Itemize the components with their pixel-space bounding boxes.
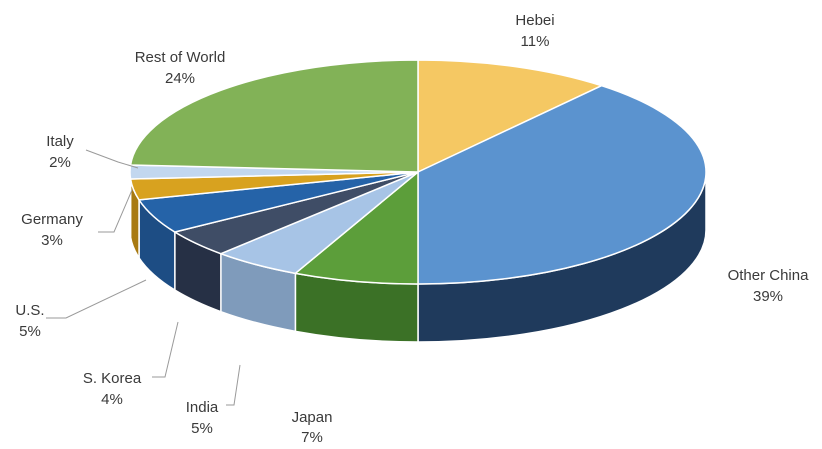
leader-lines: [46, 149, 241, 406]
label-italy-name: Italy: [46, 133, 74, 150]
label-hebei-name: Hebei: [515, 12, 554, 29]
label-other-china-name: Other China: [728, 267, 810, 284]
slice-hebei: [417, 59, 604, 174]
label-rest-of-world-name: Rest of World: [135, 49, 226, 66]
slice-japan: [293, 170, 419, 285]
leader-line-italy: [85, 149, 139, 169]
label-japan-name: Japan: [292, 409, 333, 426]
pie-slices: [129, 59, 707, 285]
slice-other-china: [417, 84, 707, 285]
label-india-pct: 5%: [191, 420, 213, 437]
leader-line-india: [226, 364, 241, 406]
label-italy-pct: 2%: [49, 154, 71, 171]
label-hebei-pct: 11%: [521, 33, 550, 50]
label-japan-pct: 7%: [301, 429, 323, 446]
label-us-pct: 5%: [19, 323, 41, 340]
label-us-name: U.S.: [15, 302, 44, 319]
label-s-korea-name: S. Korea: [83, 370, 142, 387]
label-other-china: Other China 39%: [728, 267, 810, 305]
label-us: U.S. 5%: [15, 302, 44, 340]
label-germany-name: Germany: [21, 211, 83, 228]
label-india-name: India: [186, 399, 219, 416]
slice-rest-of-world: [129, 59, 419, 173]
label-hebei: Hebei 11%: [515, 12, 554, 50]
label-india: India 5%: [186, 399, 219, 437]
leader-line-s-korea: [152, 321, 179, 378]
label-s-korea-pct: 4%: [101, 391, 123, 408]
label-japan: Japan 7%: [292, 409, 333, 446]
label-italy: Italy 2%: [46, 133, 74, 171]
leader-line-germany: [98, 189, 133, 233]
label-germany-pct: 3%: [41, 232, 63, 249]
leader-line-us: [46, 279, 147, 319]
label-germany: Germany 3%: [21, 211, 83, 249]
label-other-china-pct: 39%: [753, 288, 783, 305]
label-s-korea: S. Korea 4%: [83, 370, 142, 408]
label-rest-of-world: Rest of World 24%: [135, 49, 226, 87]
label-rest-of-world-pct: 24%: [165, 70, 195, 87]
